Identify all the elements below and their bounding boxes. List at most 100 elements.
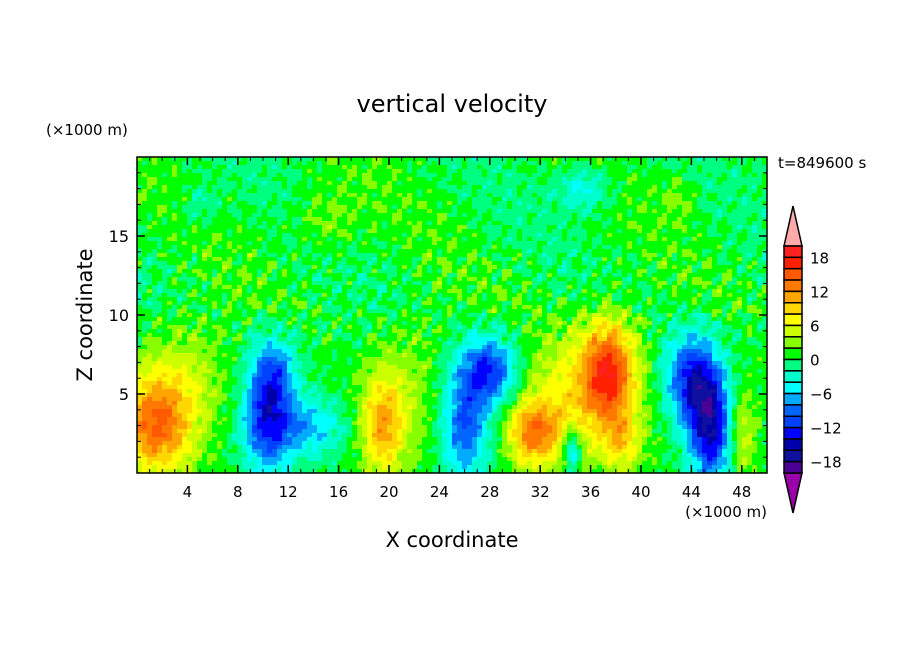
- heatmap-cell: [697, 225, 703, 230]
- heatmap-cell: [137, 225, 143, 230]
- heatmap-cell: [367, 169, 373, 174]
- heatmap-cell: [372, 225, 378, 230]
- heatmap-cell: [707, 173, 713, 178]
- heatmap-cell: [192, 173, 198, 178]
- heatmap-cell: [247, 225, 253, 230]
- heatmap-cell: [527, 189, 533, 194]
- heatmap-cell: [522, 249, 528, 254]
- heatmap-cell: [472, 313, 478, 318]
- heatmap-cell: [252, 313, 258, 318]
- heatmap-cell: [147, 305, 153, 310]
- heatmap-cell: [562, 277, 568, 282]
- heatmap-cell: [427, 225, 433, 230]
- heatmap-cell: [662, 189, 668, 194]
- heatmap-cell: [477, 245, 483, 250]
- heatmap-cell: [477, 221, 483, 226]
- heatmap-cell: [562, 213, 568, 218]
- heatmap-cell: [702, 185, 708, 190]
- heatmap-cell: [177, 193, 183, 198]
- heatmap-cell: [567, 225, 573, 230]
- heatmap-cell: [507, 205, 513, 210]
- heatmap-cell: [677, 261, 683, 266]
- heatmap-cell: [277, 229, 283, 234]
- heatmap-cell: [737, 237, 743, 242]
- heatmap-cell: [507, 309, 513, 314]
- heatmap-cell: [472, 193, 478, 198]
- heatmap-cell: [612, 281, 618, 286]
- heatmap-cell: [687, 285, 693, 290]
- heatmap-cell: [467, 273, 473, 278]
- heatmap-cell: [152, 309, 158, 314]
- heatmap-cell: [557, 197, 563, 202]
- heatmap-cell: [357, 177, 363, 182]
- heatmap-cell: [302, 213, 308, 218]
- heatmap-cell: [172, 281, 178, 286]
- heatmap-cell: [752, 221, 758, 226]
- heatmap-cell: [477, 165, 483, 170]
- heatmap-cell: [362, 313, 368, 318]
- heatmap-cell: [277, 197, 283, 202]
- heatmap-cell: [562, 265, 568, 270]
- heatmap-cell: [322, 261, 328, 266]
- heatmap-cell: [292, 305, 298, 310]
- heatmap-cell: [612, 177, 618, 182]
- heatmap-cell: [432, 221, 438, 226]
- heatmap-cell: [207, 201, 213, 206]
- heatmap-cell: [392, 313, 398, 318]
- heatmap-cell: [607, 277, 613, 282]
- heatmap-cell: [242, 237, 248, 242]
- heatmap-cell: [452, 169, 458, 174]
- heatmap-cell: [422, 177, 428, 182]
- heatmap-cell: [382, 309, 388, 314]
- heatmap-cell: [247, 157, 253, 162]
- heatmap-cell: [762, 177, 768, 182]
- heatmap-cell: [487, 245, 493, 250]
- heatmap-cell: [397, 213, 403, 218]
- heatmap-cell: [372, 273, 378, 278]
- heatmap-cell: [357, 205, 363, 210]
- heatmap-cell: [152, 177, 158, 182]
- heatmap-cell: [737, 185, 743, 190]
- heatmap-cell: [572, 185, 578, 190]
- heatmap-cell: [252, 169, 258, 174]
- heatmap-cell: [192, 301, 198, 306]
- heatmap-cell: [662, 281, 668, 286]
- heatmap-cell: [542, 213, 548, 218]
- heatmap-cell: [317, 293, 323, 298]
- heatmap-cell: [152, 181, 158, 186]
- heatmap-cell: [227, 269, 233, 274]
- heatmap-cell: [702, 181, 708, 186]
- heatmap-cell: [432, 249, 438, 254]
- heatmap-cell: [637, 285, 643, 290]
- heatmap-cell: [357, 309, 363, 314]
- heatmap-cell: [612, 157, 618, 162]
- heatmap-cell: [242, 269, 248, 274]
- heatmap-cell: [592, 213, 598, 218]
- heatmap-cell: [222, 197, 228, 202]
- heatmap-cell: [752, 285, 758, 290]
- heatmap-cell: [452, 181, 458, 186]
- heatmap-cell: [247, 257, 253, 262]
- heatmap-cell: [452, 205, 458, 210]
- heatmap-cell: [497, 181, 503, 186]
- heatmap-cell: [607, 257, 613, 262]
- heatmap-cell: [142, 301, 148, 306]
- heatmap-cell: [552, 169, 558, 174]
- heatmap-cell: [657, 205, 663, 210]
- heatmap-cell: [717, 269, 723, 274]
- heatmap-cell: [732, 237, 738, 242]
- heatmap-cell: [762, 157, 768, 162]
- heatmap-cell: [212, 213, 218, 218]
- heatmap-cell: [242, 217, 248, 222]
- heatmap-cell: [547, 221, 553, 226]
- heatmap-cell: [307, 201, 313, 206]
- heatmap-cell: [162, 265, 168, 270]
- heatmap-cell: [707, 213, 713, 218]
- heatmap-cell: [247, 249, 253, 254]
- heatmap-cell: [722, 217, 728, 222]
- heatmap-cell: [702, 301, 708, 306]
- heatmap-cell: [737, 221, 743, 226]
- heatmap-cell: [462, 209, 468, 214]
- heatmap-cell: [352, 265, 358, 270]
- heatmap-cell: [542, 205, 548, 210]
